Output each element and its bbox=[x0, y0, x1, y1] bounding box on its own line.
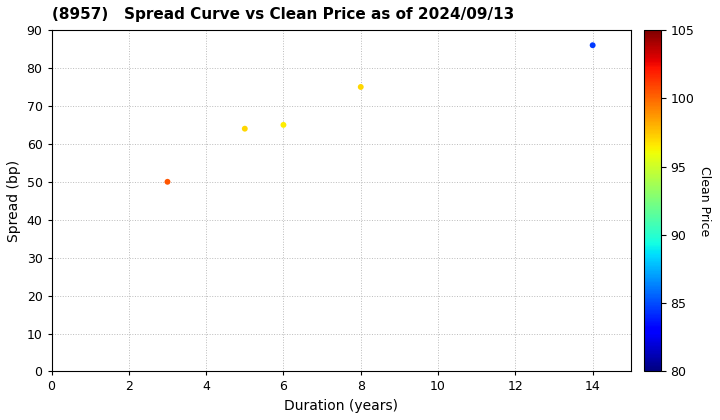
Point bbox=[162, 178, 174, 185]
Y-axis label: Spread (bp): Spread (bp) bbox=[7, 160, 21, 242]
Y-axis label: Clean Price: Clean Price bbox=[698, 165, 711, 236]
Point bbox=[239, 125, 251, 132]
Point bbox=[355, 84, 366, 90]
Point bbox=[587, 42, 598, 49]
Text: (8957)   Spread Curve vs Clean Price as of 2024/09/13: (8957) Spread Curve vs Clean Price as of… bbox=[52, 7, 514, 22]
X-axis label: Duration (years): Duration (years) bbox=[284, 399, 398, 413]
Point bbox=[278, 121, 289, 128]
